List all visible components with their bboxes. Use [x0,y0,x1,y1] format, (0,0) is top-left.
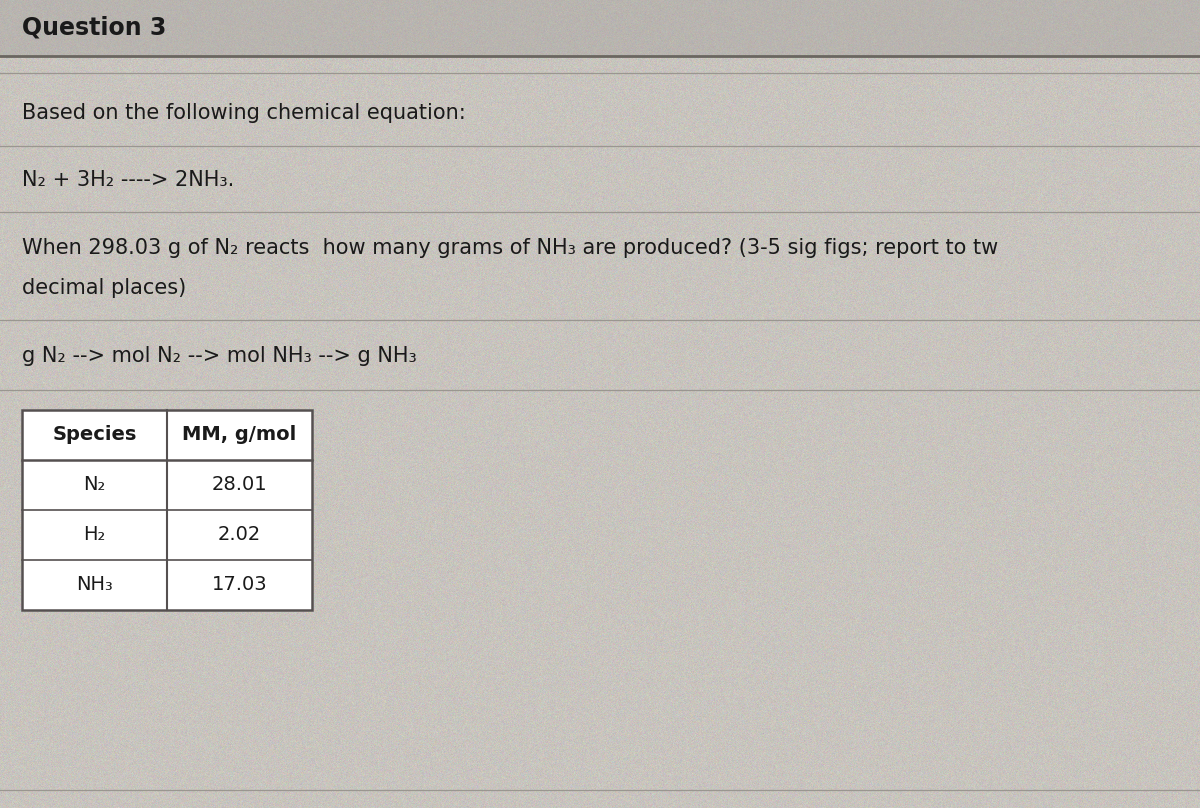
Text: 2.02: 2.02 [218,525,262,545]
Text: 28.01: 28.01 [211,475,268,494]
Text: g N₂ --> mol N₂ --> mol NH₃ --> g NH₃: g N₂ --> mol N₂ --> mol NH₃ --> g NH₃ [22,346,416,366]
Text: When 298.03 g of N₂ reacts  how many grams of NH₃ are produced? (3-5 sig figs; r: When 298.03 g of N₂ reacts how many gram… [22,238,998,258]
Text: N₂ + 3H₂ ----> 2NH₃.: N₂ + 3H₂ ----> 2NH₃. [22,170,234,190]
Bar [22,410,312,610]
Bar [22,410,312,610]
Text: 17.03: 17.03 [211,575,268,595]
Text: NH₃: NH₃ [76,575,113,595]
Text: N₂: N₂ [83,475,106,494]
Text: Species: Species [53,426,137,444]
Text: Based on the following chemical equation:: Based on the following chemical equation… [22,103,466,123]
Text: H₂: H₂ [83,525,106,545]
Text: MM, g/mol: MM, g/mol [182,426,296,444]
Text: Question 3: Question 3 [22,16,167,40]
Text: decimal places): decimal places) [22,278,186,298]
